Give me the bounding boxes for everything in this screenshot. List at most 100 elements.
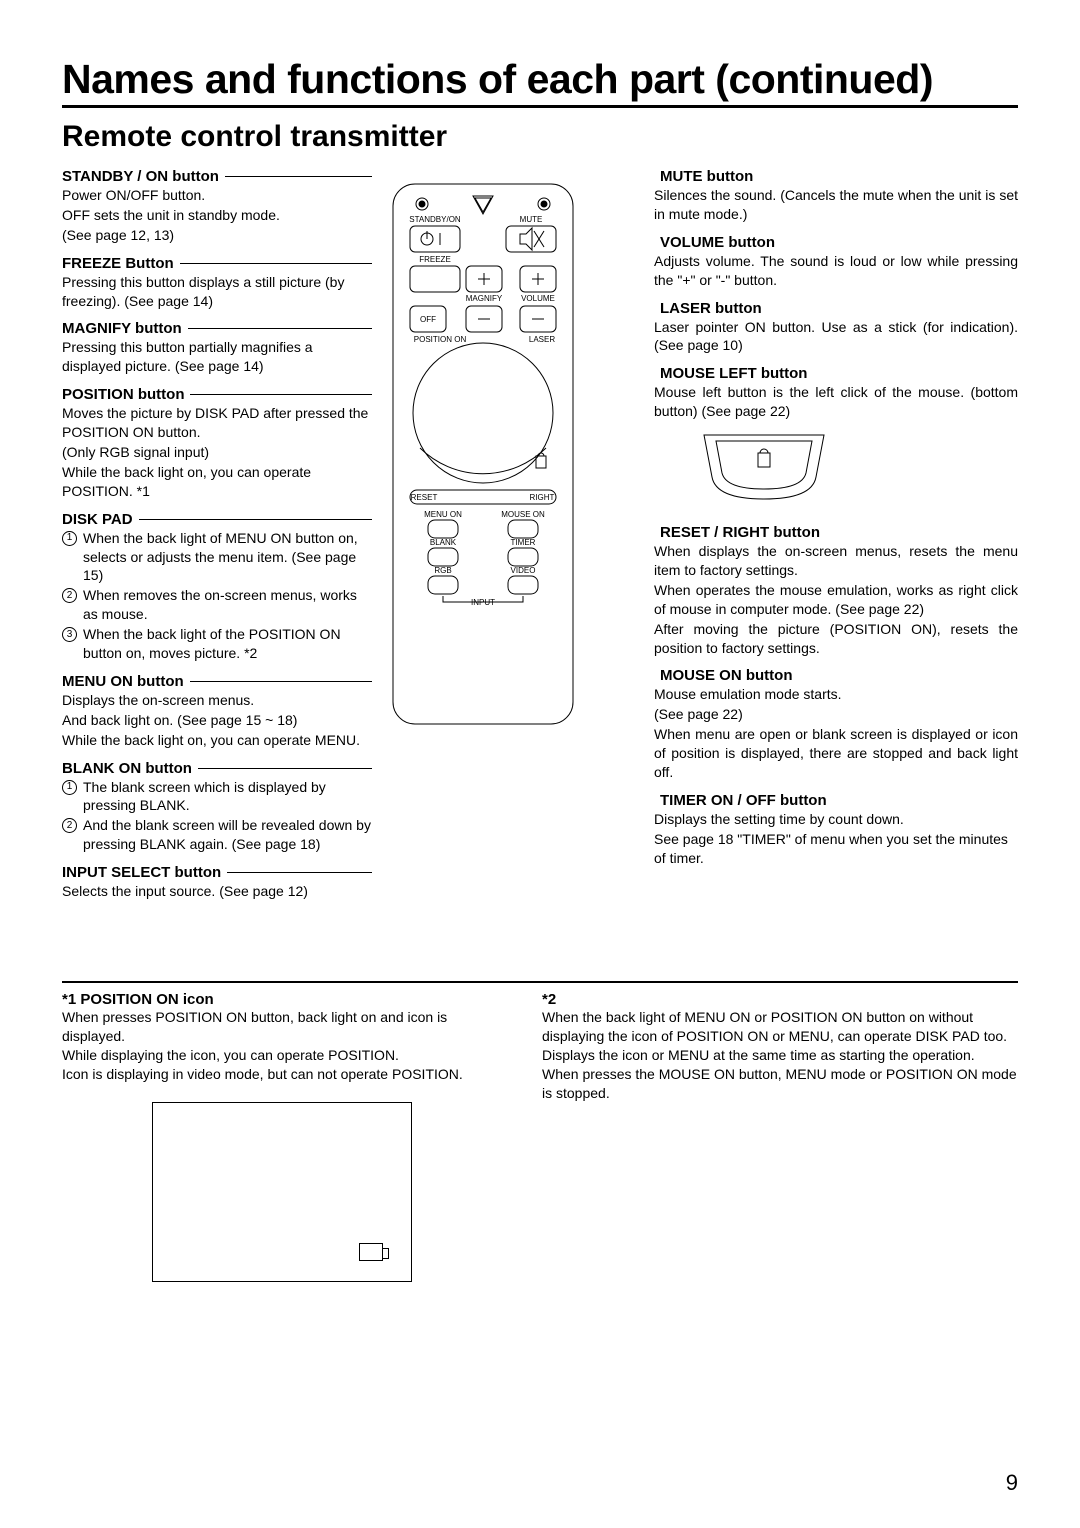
mouseon-heading: MOUSE ON button — [654, 667, 1018, 684]
body-text: (See page 12, 13) — [62, 226, 372, 245]
body-text: Moves the picture by DISK PAD after pres… — [62, 404, 372, 442]
svg-text:TIMER: TIMER — [511, 538, 536, 547]
body-text: Silences the sound. (Cancels the mute wh… — [654, 186, 1018, 224]
svg-text:RIGHT: RIGHT — [530, 493, 555, 502]
mouseon-entry: MOUSE ON button Mouse emulation mode sta… — [654, 667, 1018, 781]
laser-heading: LASER button — [654, 300, 1018, 317]
body-text: The blank screen which is displayed by p… — [83, 778, 372, 816]
remote-svg: STANDBY/ON MUTE FREEZE MAGNIFY VOLUME OF… — [372, 168, 594, 738]
body-text: When presses POSITION ON button, back li… — [62, 1008, 502, 1046]
svg-text:RGB: RGB — [434, 566, 451, 575]
position-icon — [359, 1243, 383, 1261]
freeze-heading: FREEZE Button — [62, 255, 372, 272]
svg-text:BLANK: BLANK — [430, 538, 457, 547]
circled-1-icon: 1 — [62, 780, 77, 795]
body-text: And back light on. (See page 15 ~ 18) — [62, 711, 372, 730]
menuon-heading: MENU ON button — [62, 673, 372, 690]
mute-entry: MUTE button Silences the sound. (Cancels… — [654, 168, 1018, 224]
body-text: When the back light of the POSITION ON b… — [83, 625, 372, 663]
position-entry: POSITION button Moves the picture by DIS… — [62, 386, 372, 500]
mouseleft-entry: MOUSE LEFT button Mouse left button is t… — [654, 365, 1018, 514]
position-icon-box — [152, 1102, 412, 1282]
body-text: While the back light on, you can operate… — [62, 463, 372, 501]
magnify-heading: MAGNIFY button — [62, 320, 372, 337]
body-text: OFF sets the unit in standby mode. — [62, 206, 372, 225]
standby-entry: STANDBY / ON button Power ON/OFF button.… — [62, 168, 372, 245]
svg-text:VIDEO: VIDEO — [511, 566, 536, 575]
blankon-heading: BLANK ON button — [62, 760, 372, 777]
inputselect-entry: INPUT SELECT button Selects the input so… — [62, 864, 372, 901]
svg-text:VOLUME: VOLUME — [521, 294, 555, 303]
svg-text:INPUT: INPUT — [471, 598, 495, 607]
body-text: When the back light of MENU ON button on… — [83, 529, 372, 586]
mouse-svg — [694, 427, 834, 511]
body-text: After moving the picture (POSITION ON), … — [654, 620, 1018, 658]
circled-2-icon: 2 — [62, 818, 77, 833]
page-subtitle: Remote control transmitter — [62, 120, 1018, 154]
body-text: Adjusts volume. The sound is loud or low… — [654, 252, 1018, 290]
resetright-heading: RESET / RIGHT button — [654, 524, 1018, 541]
mouseleft-heading: MOUSE LEFT button — [654, 365, 1018, 382]
body-text: Icon is displaying in video mode, but ca… — [62, 1065, 502, 1084]
page-number: 9 — [1006, 1470, 1018, 1496]
volume-heading: VOLUME button — [654, 234, 1018, 251]
svg-text:MAGNIFY: MAGNIFY — [466, 294, 503, 303]
svg-text:MENU ON: MENU ON — [424, 510, 462, 519]
footnote-2-heading: *2 — [542, 991, 1018, 1008]
svg-text:POSITION ON: POSITION ON — [414, 335, 467, 344]
body-text: When presses the MOUSE ON button, MENU m… — [542, 1065, 1018, 1103]
freeze-entry: FREEZE Button Pressing this button displ… — [62, 255, 372, 311]
svg-text:OFF: OFF — [420, 315, 436, 324]
svg-text:RESET: RESET — [411, 493, 438, 502]
body-text: Selects the input source. (See page 12) — [62, 882, 372, 901]
footnote-2: *2 When the back light of MENU ON or POS… — [542, 991, 1018, 1282]
volume-entry: VOLUME button Adjusts volume. The sound … — [654, 234, 1018, 290]
remote-diagram: STANDBY/ON MUTE FREEZE MAGNIFY VOLUME OF… — [372, 168, 594, 911]
right-column: MUTE button Silences the sound. (Cancels… — [594, 168, 1018, 911]
body-text: (See page 22) — [654, 705, 1018, 724]
body-text: When menu are open or blank screen is di… — [654, 725, 1018, 782]
body-text: Displays the on-screen menus. — [62, 691, 372, 710]
body-text: Pressing this button partially magnifies… — [62, 338, 372, 376]
diskpad-entry: DISK PAD 1 When the back light of MENU ON… — [62, 511, 372, 663]
svg-text:MUTE: MUTE — [520, 215, 543, 224]
footnote-1-heading: *1 POSITION ON icon — [62, 991, 502, 1008]
body-text: Mouse left button is the left click of t… — [654, 383, 1018, 421]
inputselect-heading: INPUT SELECT button — [62, 864, 372, 881]
diskpad-heading: DISK PAD — [62, 511, 372, 528]
body-text: When the back light of MENU ON or POSITI… — [542, 1008, 1018, 1046]
body-text: And the blank screen will be revealed do… — [83, 816, 372, 854]
footnotes: *1 POSITION ON icon When presses POSITIO… — [62, 991, 1018, 1282]
position-heading: POSITION button — [62, 386, 372, 403]
body-text: While the back light on, you can operate… — [62, 731, 372, 750]
circled-2-icon: 2 — [62, 588, 77, 603]
svg-text:STANDBY/ON: STANDBY/ON — [409, 215, 461, 224]
mute-heading: MUTE button — [654, 168, 1018, 185]
left-column: STANDBY / ON button Power ON/OFF button.… — [62, 168, 372, 911]
blankon-entry: BLANK ON button 1 The blank screen which … — [62, 760, 372, 855]
mouse-diagram — [694, 427, 1018, 514]
body-text: Power ON/OFF button. — [62, 186, 372, 205]
svg-text:FREEZE: FREEZE — [419, 255, 451, 264]
body-text: Displays the icon or MENU at the same ti… — [542, 1046, 1018, 1065]
body-text: Laser pointer ON button. Use as a stick … — [654, 318, 1018, 356]
svg-text:LASER: LASER — [529, 335, 555, 344]
laser-entry: LASER button Laser pointer ON button. Us… — [654, 300, 1018, 356]
body-text: When displays the on-screen menus, reset… — [654, 542, 1018, 580]
circled-1-icon: 1 — [62, 531, 77, 546]
body-text: See page 18 "TIMER" of menu when you set… — [654, 830, 1018, 868]
content-columns: STANDBY / ON button Power ON/OFF button.… — [62, 168, 1018, 911]
circled-3-icon: 3 — [62, 627, 77, 642]
magnify-entry: MAGNIFY button Pressing this button part… — [62, 320, 372, 376]
timeron-heading: TIMER ON / OFF button — [654, 792, 1018, 809]
body-text: When operates the mouse emulation, works… — [654, 581, 1018, 619]
body-text: When removes the on-screen menus, works … — [83, 586, 372, 624]
body-text: Mouse emulation mode starts. — [654, 685, 1018, 704]
footer-separator — [62, 981, 1018, 983]
body-text: Displays the setting time by count down. — [654, 810, 1018, 829]
footnote-1: *1 POSITION ON icon When presses POSITIO… — [62, 991, 502, 1282]
standby-heading: STANDBY / ON button — [62, 168, 372, 185]
body-text: (Only RGB signal input) — [62, 443, 372, 462]
svg-text:MOUSE ON: MOUSE ON — [501, 510, 545, 519]
menuon-entry: MENU ON button Displays the on-screen me… — [62, 673, 372, 750]
